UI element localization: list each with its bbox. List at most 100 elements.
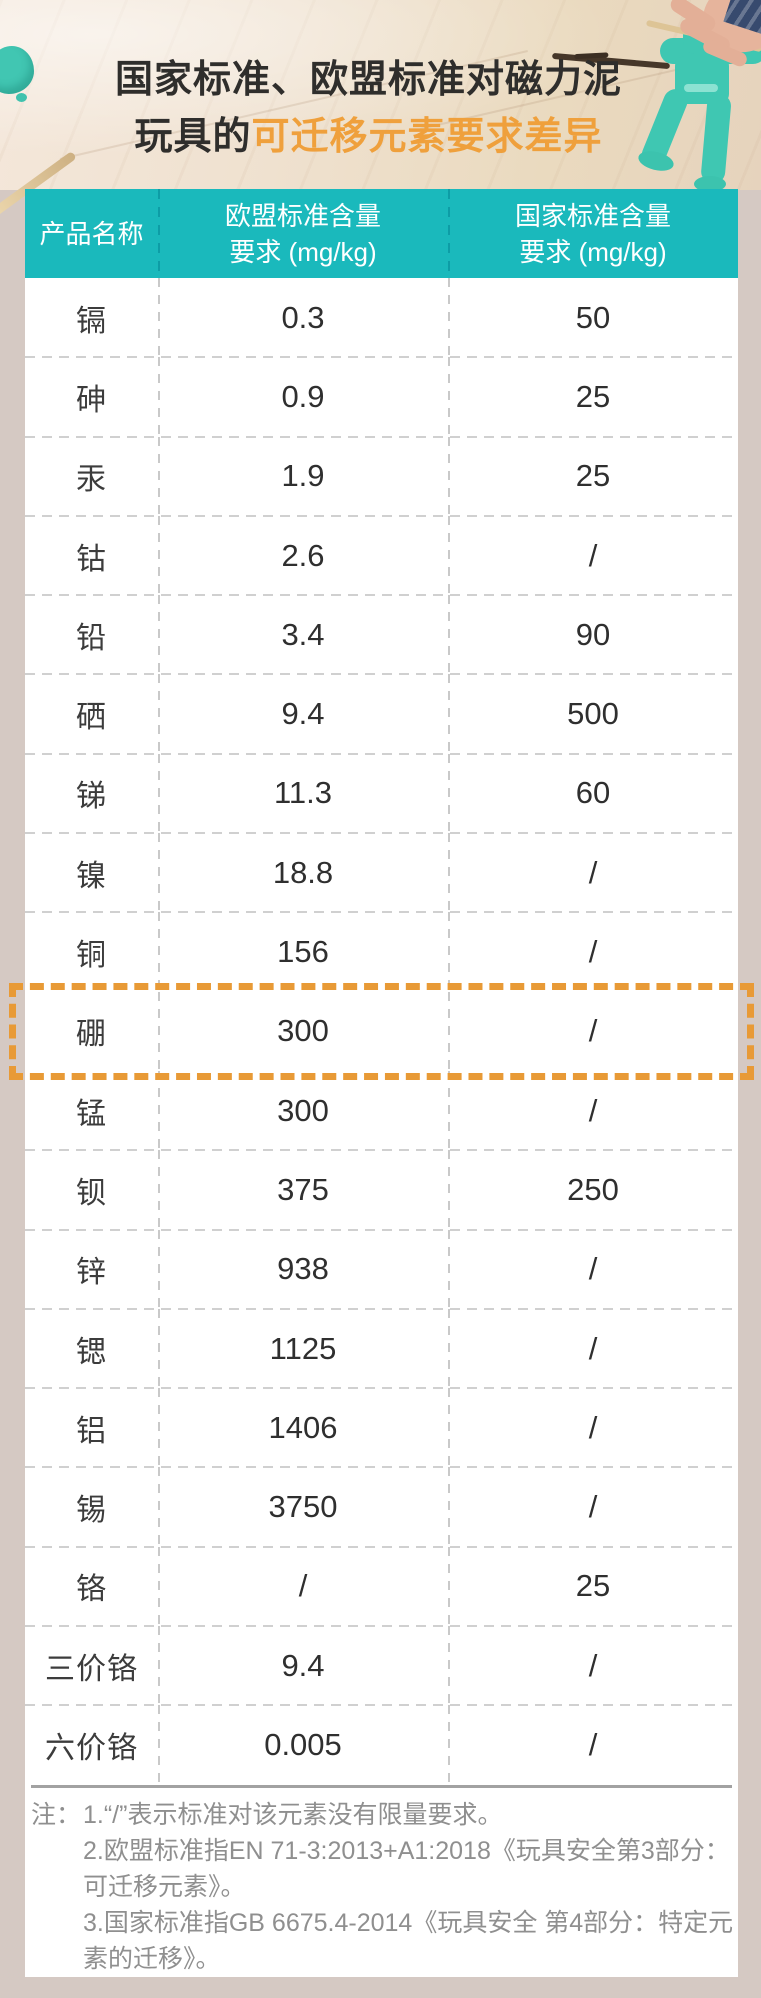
table-row: 钡 375 250 <box>25 1149 738 1230</box>
national-limit-value: 500 <box>448 674 738 754</box>
eu-limit-value: 0.9 <box>158 357 448 437</box>
footnote-item: 3.国家标准指GB 6675.4-2014《玩具安全 第4部分：特定元素的迁移》… <box>83 1908 734 1973</box>
national-limit-value: 250 <box>448 1150 738 1230</box>
eu-limit-value: 0.3 <box>158 278 448 358</box>
notes-divider <box>31 1784 732 1788</box>
footnote-prefix: 注： <box>31 1800 82 1829</box>
element-name: 硼 <box>76 1018 107 1052</box>
footnote-item: 2.欧盟标准指EN 71-3:2013+A1:2018《玩具安全第3部分：可迁移… <box>83 1836 730 1901</box>
national-header-line1: 国家标准含量 <box>514 200 671 231</box>
element-name: 三价铬 <box>45 1652 138 1686</box>
eu-limit-value: / <box>158 1546 448 1627</box>
element-name: 六价铬 <box>45 1731 138 1765</box>
element-name: 锌 <box>76 1256 107 1290</box>
putty-slot <box>684 84 718 92</box>
table-row: 铅 3.4 90 <box>25 594 738 675</box>
national-limit-value: / <box>448 1626 738 1706</box>
national-limit-value: 25 <box>448 357 738 437</box>
national-limit-value: / <box>448 1388 738 1468</box>
table-row: 铬 / 25 <box>25 1545 738 1627</box>
table-row: 铝 1406 / <box>25 1387 738 1468</box>
table-row: 锰 300 / <box>25 1070 738 1151</box>
title-line2-orange: 可迁移元素要求差异 <box>251 116 603 158</box>
eu-limit-value: 0.005 <box>158 1705 448 1785</box>
element-name: 铜 <box>76 939 107 973</box>
title-line2: 玩具的可迁移元素要求差异 <box>0 109 737 166</box>
table-row: 锶 1125 / <box>25 1307 738 1389</box>
eu-limit-value: 300 <box>158 1070 448 1151</box>
national-limit-value: 25 <box>448 436 738 516</box>
element-name: 硒 <box>76 701 107 735</box>
national-limit-value: / <box>448 515 738 596</box>
page-title: 国家标准、欧盟标准对磁力泥 玩具的可迁移元素要求差异 <box>0 52 737 166</box>
eu-limit-value: 11.3 <box>158 753 448 834</box>
table-body: 镉 0.3 50 砷 0.9 25 汞 1.9 25 钴 2.6 / 铅 3.4… <box>9 278 754 1785</box>
table-row: 砷 0.9 25 <box>25 356 738 437</box>
element-name: 镉 <box>76 304 107 338</box>
eu-limit-value: 938 <box>158 1229 448 1309</box>
element-name: 锡 <box>76 1494 107 1528</box>
eu-limit-value: 3.4 <box>158 595 448 675</box>
table-row: 硒 9.4 500 <box>25 673 738 754</box>
table-panel: 产品名称 欧盟标准含量 要求 (mg/kg) 国家标准含量 要求 (mg/kg)… <box>9 189 754 1977</box>
national-limit-value: / <box>448 991 738 1071</box>
national-limit-value: 50 <box>448 278 738 358</box>
eu-limit-value: 156 <box>158 912 448 992</box>
eu-limit-value: 300 <box>158 991 448 1071</box>
element-name: 钴 <box>76 542 107 576</box>
table-row: 六价铬 0.005 / <box>25 1704 738 1785</box>
title-line1: 国家标准、欧盟标准对磁力泥 <box>114 59 622 101</box>
column-header-eu-standard: 欧盟标准含量 要求 (mg/kg) <box>158 189 448 278</box>
footnote-item: 1.“/”表示标准对该元素没有限量要求。 <box>83 1800 503 1829</box>
element-name: 铅 <box>76 621 107 655</box>
national-limit-value: 60 <box>448 753 738 834</box>
element-name: 锰 <box>76 1097 107 1131</box>
column-header-national-standard: 国家标准含量 要求 (mg/kg) <box>448 189 738 278</box>
eu-limit-value: 3750 <box>158 1467 448 1547</box>
national-limit-value: 90 <box>448 595 738 675</box>
national-limit-value: 25 <box>448 1546 738 1627</box>
national-limit-value: / <box>448 1308 738 1389</box>
national-limit-value: / <box>448 912 738 992</box>
element-name: 铬 <box>76 1573 107 1607</box>
eu-limit-value: 18.8 <box>158 833 448 913</box>
table-row: 镉 0.3 50 <box>25 278 738 358</box>
table-row: 钴 2.6 / <box>25 514 738 596</box>
table-row: 硼 300 / <box>9 982 754 1081</box>
national-header-line2: 要求 (mg/kg) <box>519 236 667 267</box>
table-row: 锡 3750 / <box>25 1466 738 1547</box>
eu-limit-value: 1.9 <box>158 436 448 516</box>
national-limit-value: / <box>448 1229 738 1309</box>
eu-limit-value: 375 <box>158 1150 448 1230</box>
eu-limit-value: 9.4 <box>158 674 448 754</box>
element-name: 砷 <box>76 383 107 417</box>
table-row: 镍 18.8 / <box>25 832 738 913</box>
table-row: 汞 1.9 25 <box>25 435 738 516</box>
footnotes: 注： 1.“/”表示标准对该元素没有限量要求。 2.欧盟标准指EN 71-3:20… <box>25 1788 738 1977</box>
element-name: 锶 <box>76 1335 107 1369</box>
national-limit-value: / <box>448 833 738 913</box>
eu-limit-value: 1125 <box>158 1308 448 1389</box>
element-name: 钡 <box>76 1176 107 1210</box>
table-row: 铜 156 / <box>25 911 738 992</box>
national-limit-value: / <box>448 1705 738 1785</box>
element-name: 铝 <box>76 1414 107 1448</box>
table-row: 锌 938 / <box>25 1228 738 1309</box>
element-name: 汞 <box>76 463 107 497</box>
eu-limit-value: 1406 <box>158 1388 448 1468</box>
putty-foot <box>694 176 726 192</box>
national-limit-value: / <box>448 1467 738 1547</box>
table-row: 锑 11.3 60 <box>25 752 738 834</box>
header-photo: 国家标准、欧盟标准对磁力泥 玩具的可迁移元素要求差异 <box>0 0 761 219</box>
column-header-product-name: 产品名称 <box>39 218 144 249</box>
table-header-row: 产品名称 欧盟标准含量 要求 (mg/kg) 国家标准含量 要求 (mg/kg) <box>25 189 738 278</box>
element-name: 锑 <box>76 780 107 814</box>
title-line2-dark: 玩具的 <box>134 116 252 158</box>
eu-limit-value: 2.6 <box>158 515 448 596</box>
eu-limit-value: 9.4 <box>158 1626 448 1706</box>
national-limit-value: / <box>448 1070 738 1151</box>
eu-header-line2: 要求 (mg/kg) <box>229 236 377 267</box>
footnote-items: 1.“/”表示标准对该元素没有限量要求。 2.欧盟标准指EN 71-3:2013+… <box>83 1797 738 1977</box>
element-name: 镍 <box>76 859 107 893</box>
eu-header-line1: 欧盟标准含量 <box>224 200 381 231</box>
